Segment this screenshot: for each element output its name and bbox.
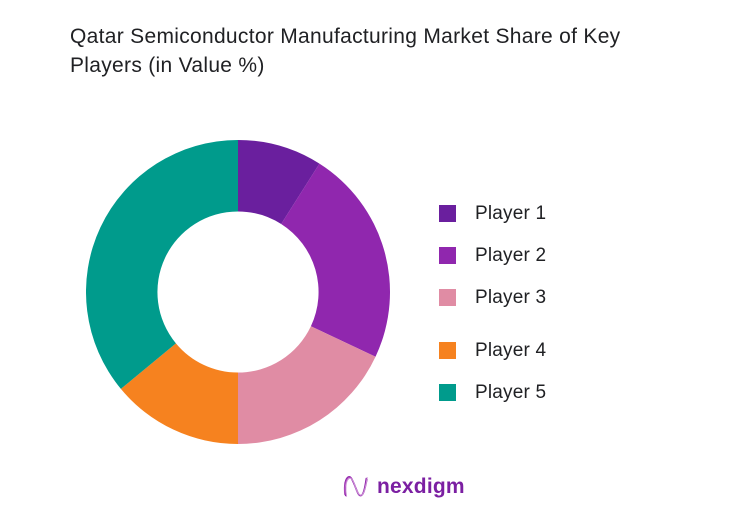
legend-swatch xyxy=(439,342,456,359)
donut-segment-player-1 xyxy=(238,140,320,224)
legend-item: Player 5 xyxy=(439,379,546,406)
legend-item: Player 3 xyxy=(439,284,546,311)
legend-item: Player 1 xyxy=(439,200,546,227)
legend: Player 1 Player 2 Player 3 Player 4 Player 5 xyxy=(439,200,546,421)
legend-swatch xyxy=(439,247,456,264)
donut-segment-player-5 xyxy=(86,140,238,389)
legend-label: Player 3 xyxy=(475,286,547,308)
brand-footer: nexdigm xyxy=(341,472,465,502)
donut-chart xyxy=(86,140,390,444)
donut-segment-player-3 xyxy=(238,326,376,444)
legend-swatch xyxy=(439,205,456,222)
nexdigm-wave-n-icon xyxy=(343,476,368,497)
legend-swatch xyxy=(439,384,456,401)
donut-segment-player-2 xyxy=(281,163,390,357)
chart-title: Qatar Semiconductor Manufacturing Market… xyxy=(70,25,621,77)
legend-item: Player 2 xyxy=(439,242,546,269)
legend-item: Player 4 xyxy=(439,337,546,364)
legend-label: Player 5 xyxy=(475,381,547,403)
donut-segment-player-4 xyxy=(120,343,238,444)
brand-name: nexdigm xyxy=(377,475,465,498)
legend-label: Player 2 xyxy=(475,244,547,266)
legend-swatch xyxy=(439,289,456,306)
legend-label: Player 4 xyxy=(475,339,547,361)
legend-label: Player 1 xyxy=(475,202,547,224)
